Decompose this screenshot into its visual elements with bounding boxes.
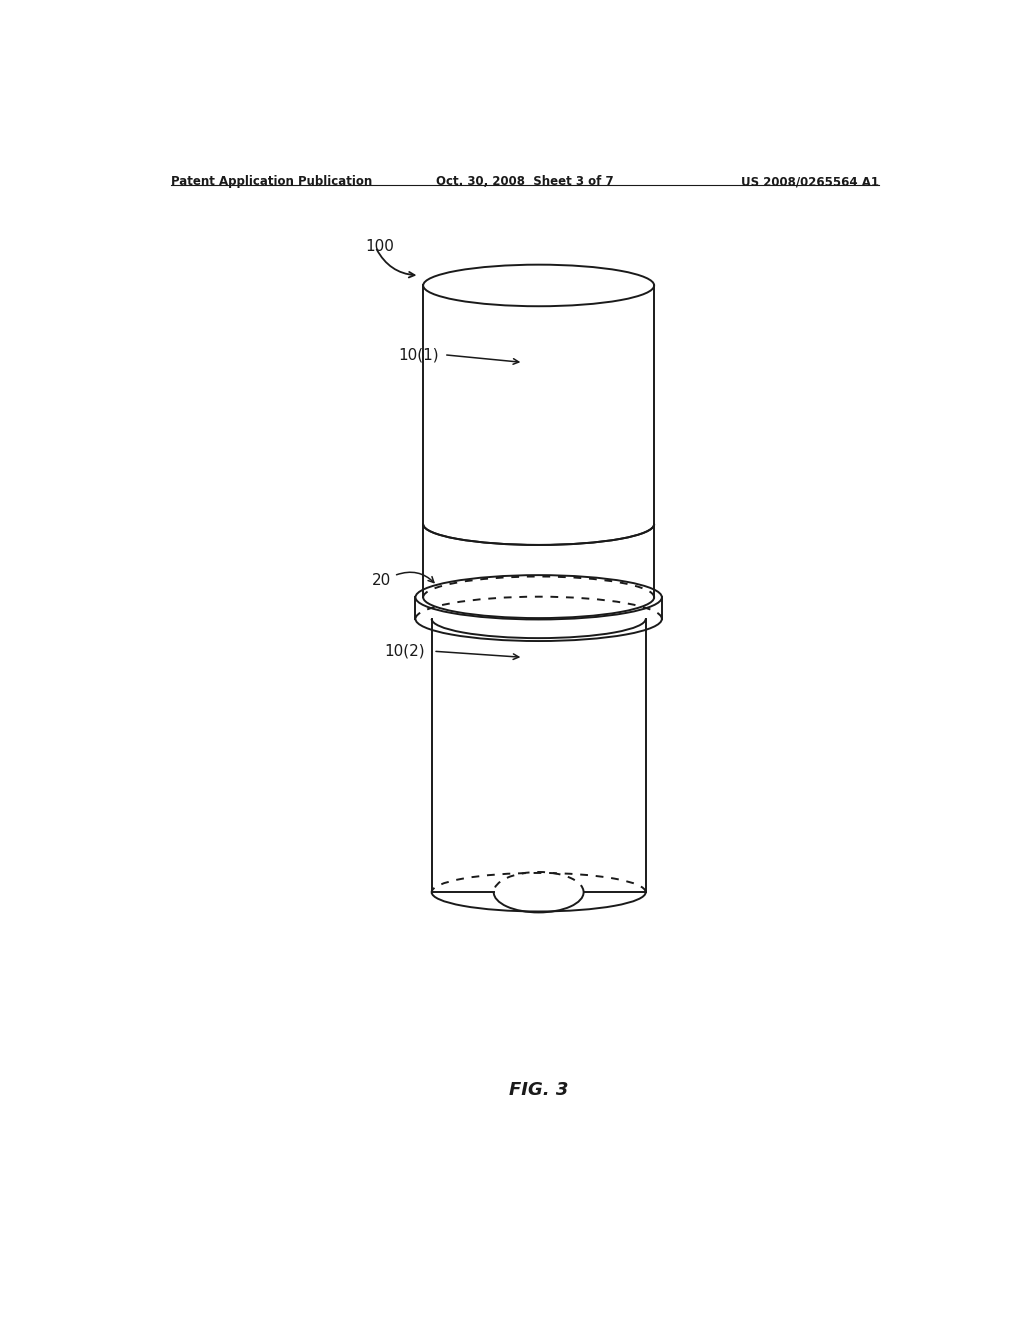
Text: Patent Application Publication: Patent Application Publication (171, 176, 372, 189)
Text: 100: 100 (366, 239, 394, 255)
Text: 20: 20 (372, 573, 391, 587)
Text: Oct. 30, 2008  Sheet 3 of 7: Oct. 30, 2008 Sheet 3 of 7 (436, 176, 613, 189)
Text: 10(1): 10(1) (398, 347, 439, 362)
Text: 10(2): 10(2) (385, 644, 425, 659)
Text: US 2008/0265564 A1: US 2008/0265564 A1 (741, 176, 879, 189)
Text: FIG. 3: FIG. 3 (509, 1081, 568, 1100)
